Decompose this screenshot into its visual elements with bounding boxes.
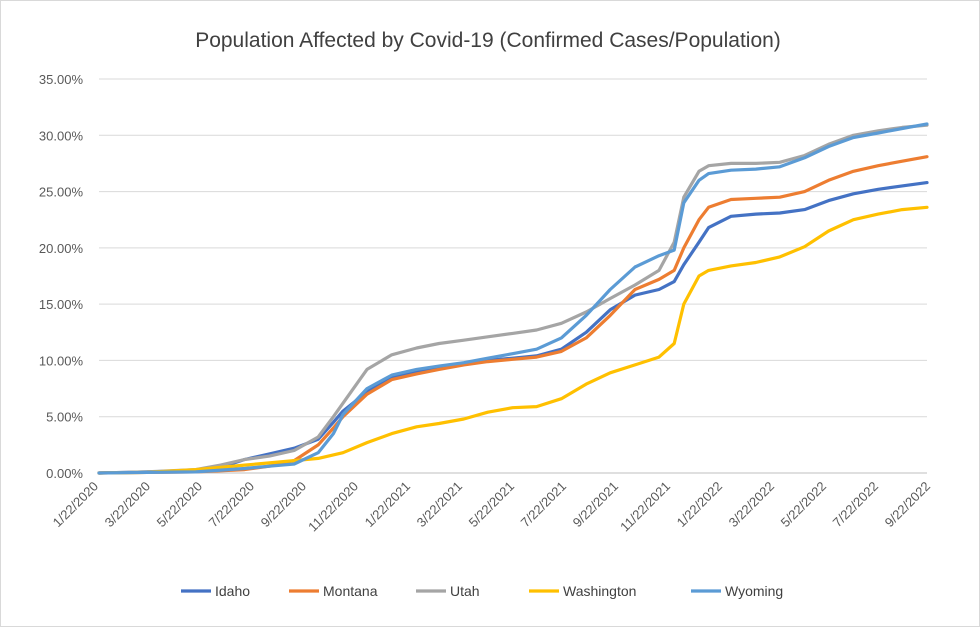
legend-label: Utah [450,583,480,599]
legend-item-montana: Montana [289,583,378,599]
x-axis-tick-labels: 1/22/2020 3/22/2020 5/22/2020 7/22/2020 9/22… [50,479,934,535]
x-tick-label: 1/22/2022 [674,479,726,531]
legend-item-utah: Utah [416,583,480,599]
x-tick-label: 11/22/2020 [305,479,361,535]
y-tick-label: 35.00% [39,72,84,87]
x-tick-label: 9/22/2022 [882,479,934,531]
gridlines [99,78,927,474]
legend-item-wyoming: Wyoming [691,583,783,599]
legend-item-washington: Washington [529,583,636,599]
legend-label: Wyoming [725,583,783,599]
series-line-idaho [97,181,929,475]
x-tick-label: 7/22/2020 [206,479,258,531]
series-lines [97,122,929,475]
x-tick-label: 3/22/2022 [726,479,778,531]
y-tick-label: 20.00% [39,241,84,256]
series-line-wyoming [97,122,929,475]
series-line-utah [97,123,929,475]
x-tick-label: 5/22/2021 [466,479,518,531]
y-tick-label: 10.00% [39,353,84,368]
x-tick-label: 7/22/2022 [830,479,882,531]
legend-label: Idaho [215,583,250,599]
x-tick-label: 11/22/2021 [617,479,673,535]
x-tick-label: 9/22/2020 [258,479,310,531]
legend-label: Washington [563,583,636,599]
x-tick-label: 3/22/2021 [414,479,466,531]
legend-item-idaho: Idaho [181,583,250,599]
y-tick-label: 0.00% [46,466,83,481]
x-tick-label: 5/22/2020 [154,479,206,531]
y-axis-tick-labels: 0.00% 5.00% 10.00% 15.00% 20.00% 25.00% 30.00%… [39,72,84,481]
x-tick-label: 5/22/2022 [778,479,830,531]
x-tick-label: 7/22/2021 [518,479,570,531]
y-tick-label: 15.00% [39,297,84,312]
x-tick-label: 1/22/2020 [50,479,102,531]
chart-title: Population Affected by Covid-19 (Confirm… [195,29,781,52]
x-tick-label: 1/22/2021 [362,479,414,531]
legend: Idaho Montana Utah Washington Wyoming [181,583,783,599]
series-line-montana [97,155,929,475]
y-tick-label: 30.00% [39,128,84,143]
legend-label: Montana [323,583,378,599]
y-tick-label: 5.00% [46,410,83,425]
x-tick-label: 3/22/2020 [102,479,154,531]
x-tick-label: 9/22/2021 [570,479,622,531]
series-line-washington [97,205,929,475]
y-tick-label: 25.00% [39,185,84,200]
